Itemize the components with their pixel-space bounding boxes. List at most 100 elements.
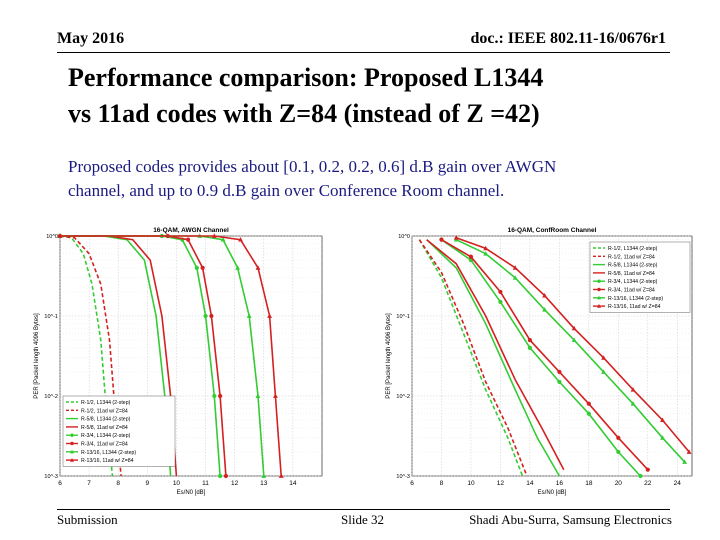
series-marker-7 — [542, 307, 548, 312]
legend-label: R-1/2, L1344 (2-step) — [81, 400, 131, 406]
slide-subtitle: Proposed codes provides about [0.1, 0.2,… — [68, 155, 688, 203]
series-marker-5 — [218, 473, 223, 479]
x-axis-label: Es/N0 [dB] — [177, 490, 206, 496]
series-marker-6 — [527, 337, 532, 343]
series-marker-8 — [57, 233, 63, 238]
series-marker-8 — [630, 387, 636, 392]
series-marker-5 — [616, 449, 621, 455]
awgn-per-chart: 6 7 8 9 10 11 12 13 14 10^0 10^-1 10^-2 10^-3 16-QAM,… — [34, 227, 323, 496]
series-marker-5 — [557, 379, 562, 385]
x-tick-label: 20 — [615, 480, 623, 487]
y-tick-label: 10^-3 — [44, 474, 58, 480]
series-marker-7 — [571, 337, 577, 342]
legend-label: R-1/2, 11ad w/ Z=84 — [608, 254, 655, 260]
series-marker-7 — [682, 459, 688, 464]
y-axis-label: PER [Packet length 4096 Bytes] — [386, 313, 392, 399]
legend-label: R-3/4, 11ad w/ Z=84 — [81, 442, 128, 448]
slide-title-line-2: vs 11ad codes with Z=84 (instead of Z =4… — [68, 99, 540, 128]
header-date: May 2016 — [57, 30, 125, 47]
x-axis-label: Es/N0 [dB] — [538, 490, 567, 496]
x-tick-label: 24 — [674, 480, 682, 487]
y-tick-label: 10^-1 — [44, 314, 58, 320]
header-doc-id: doc.: IEEE 802.11-16/0676r1 — [470, 30, 666, 47]
legend-label: R-5/8, L1344 (2-step) — [608, 263, 658, 269]
x-tick-label: 12 — [231, 480, 239, 487]
series-marker-6 — [200, 265, 205, 270]
series-line-6 — [441, 239, 649, 471]
series-marker-8 — [278, 473, 284, 478]
footer-author: Shadi Abu-Surra, Samsung Electronics — [469, 512, 672, 527]
legend-label: R-1/2, L1344 (2-step) — [608, 246, 658, 252]
legend-label: R-3/4, L1344 (2-step) — [608, 279, 658, 285]
series-marker-8 — [211, 233, 217, 238]
series-marker-8 — [255, 265, 261, 270]
series-marker-6 — [557, 369, 562, 375]
x-tick-label: 14 — [289, 480, 297, 487]
series-marker-7 — [261, 473, 267, 478]
series-marker-7 — [255, 393, 261, 398]
x-tick-label: 6 — [410, 480, 414, 487]
series-line-2 — [59, 235, 122, 477]
legend-label: R-1/2, 11ad w/ Z=84 — [81, 408, 128, 414]
footer-slide-number: Slide 32 — [341, 512, 384, 527]
series-marker-5 — [203, 313, 208, 319]
x-tick-label: 10 — [467, 480, 475, 487]
legend-label: R-13/16, L1344 (2-step) — [608, 296, 663, 302]
series-marker-8 — [483, 245, 489, 251]
x-tick-label: 13 — [260, 480, 268, 487]
legend-marker — [597, 287, 601, 292]
series-marker-7 — [246, 313, 252, 318]
y-axis-label: PER [Packet length 4096 Bytes] — [34, 313, 40, 399]
series-marker-8 — [542, 292, 548, 298]
slide-subtitle-line-2: channel, and up to 0.9 d.B gain over Con… — [68, 181, 505, 200]
y-tick-label: 10^-2 — [44, 394, 58, 400]
series-marker-8 — [512, 265, 518, 270]
x-tick-label: 14 — [526, 480, 534, 487]
series-marker-5 — [194, 265, 199, 270]
series-marker-6 — [209, 313, 214, 319]
slide-subtitle-line-1: Proposed codes provides about [0.1, 0.2,… — [68, 157, 557, 176]
series-marker-7 — [630, 401, 636, 406]
series-marker-8 — [601, 355, 606, 360]
series-marker-5 — [212, 393, 217, 399]
legend-marker — [70, 433, 74, 437]
legend-label: R-3/4, L1344 (2-step) — [81, 433, 131, 439]
series-marker-5 — [527, 345, 532, 350]
series-line-5 — [441, 239, 641, 477]
series-marker-7 — [660, 435, 665, 440]
series-marker-7 — [601, 369, 606, 374]
y-tick-label: 10^-1 — [396, 314, 410, 320]
x-tick-label: 18 — [585, 480, 593, 487]
legend-label: R-3/4, 11ad w/ Z=84 — [608, 288, 655, 294]
series-line-2 — [418, 239, 528, 477]
series-marker-8 — [238, 237, 243, 242]
legend-label: R-13/16, 11ad w/ Z=84 — [81, 458, 134, 464]
series-marker-5 — [638, 473, 643, 479]
chart-title: 16-QAM, ConfRoom Channel — [508, 227, 597, 234]
series-marker-7 — [512, 275, 518, 280]
x-tick-label: 8 — [116, 480, 120, 487]
series-marker-6 — [586, 401, 591, 406]
legend-marker — [70, 449, 74, 454]
series-marker-5 — [498, 299, 503, 305]
series-marker-5 — [586, 411, 591, 416]
legend-marker — [597, 303, 601, 308]
series-marker-7 — [220, 237, 226, 242]
x-tick-label: 12 — [497, 480, 505, 487]
legend-box — [62, 395, 176, 467]
footer-rule — [57, 509, 670, 510]
series-marker-6 — [616, 435, 621, 440]
x-tick-label: 7 — [87, 480, 91, 487]
series-marker-6 — [185, 237, 191, 242]
x-tick-label: 10 — [173, 480, 181, 487]
series-line-3 — [426, 239, 561, 477]
y-tick-label: 10^0 — [398, 234, 410, 240]
y-tick-label: 10^-3 — [396, 474, 410, 480]
series-marker-6 — [218, 393, 223, 399]
legend-label: R-5/8, 11ad w/ Z=84 — [81, 425, 128, 431]
chart-title: 16-QAM, AWGN Channel — [153, 227, 229, 234]
series-marker-6 — [645, 467, 650, 472]
header-rule — [57, 52, 670, 53]
series-line-4 — [426, 239, 565, 471]
confroom-per-chart: 6 8 10 12 14 16 18 20 22 24 10^0 10^-1 10^-2 10^-3 16-… — [386, 227, 693, 496]
